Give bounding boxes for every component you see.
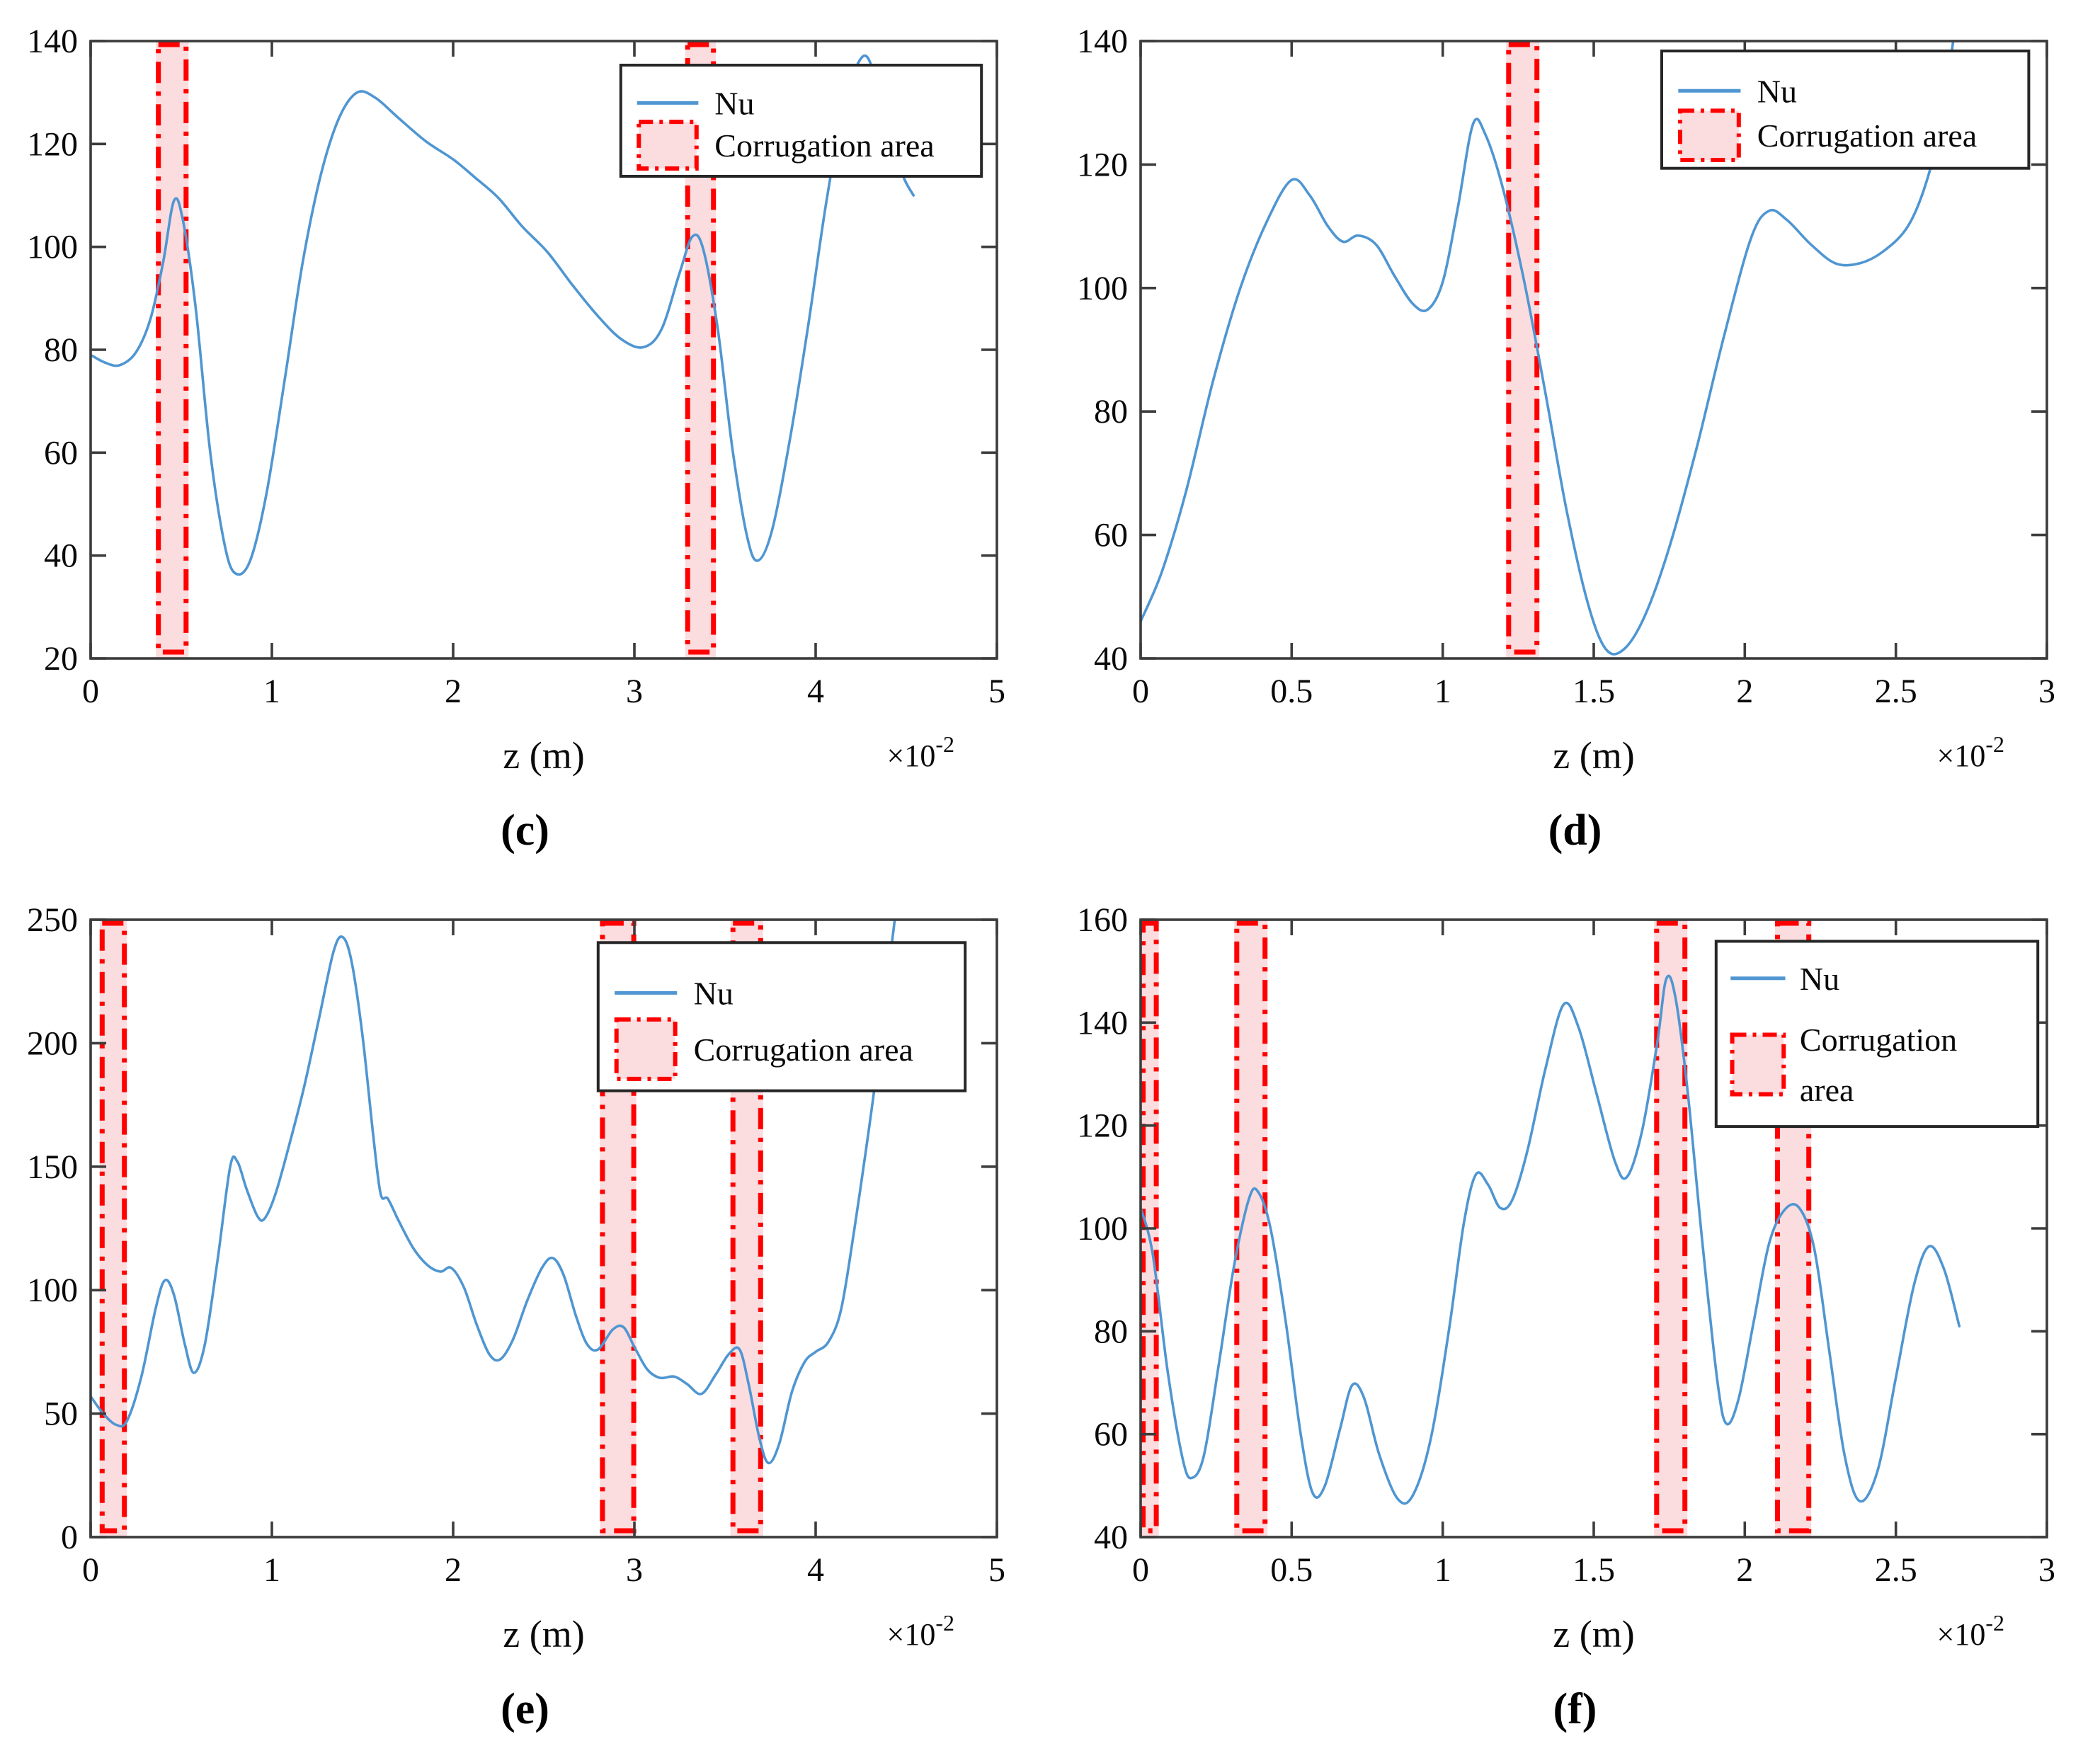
chart-d: 0 0.5 1 1.5 2 2.5 3 40 60 80 100 120 140 z (m) ×10-2 Nu… <box>1077 23 2055 777</box>
svg-text:40: 40 <box>1094 640 1128 678</box>
svg-text:Nu: Nu <box>694 975 734 1011</box>
svg-text:z (m): z (m) <box>503 1613 584 1655</box>
svg-text:z (m): z (m) <box>1553 734 1634 777</box>
svg-text:z (m): z (m) <box>503 734 584 777</box>
svg-text:100: 100 <box>1077 270 1128 307</box>
caption-f: (f) <box>1553 1685 1597 1733</box>
svg-text:1: 1 <box>263 673 280 710</box>
svg-text:Corrugation area: Corrugation area <box>1757 118 1977 154</box>
svg-text:140: 140 <box>1077 1004 1128 1041</box>
svg-text:4: 4 <box>807 1551 824 1589</box>
svg-text:50: 50 <box>44 1395 78 1433</box>
svg-text:Nu: Nu <box>1800 961 1839 997</box>
panel-f: 0 0.5 1 1.5 2 2.5 3 40 60 80 100 120 140 160 z (m) ×10-… <box>1050 879 2100 1758</box>
svg-text:2: 2 <box>445 1551 462 1589</box>
svg-text:area: area <box>1800 1072 1854 1108</box>
svg-text:0: 0 <box>1132 1551 1149 1589</box>
svg-text:150: 150 <box>27 1148 78 1186</box>
svg-text:1.5: 1.5 <box>1573 673 1615 710</box>
panel-c: 0 1 2 3 4 5 20 40 60 80 100 120 140 z (m) ×10-2 Nu Corru… <box>0 0 1050 879</box>
svg-text:Corrugation: Corrugation <box>1800 1022 1957 1058</box>
caption-c: (c) <box>501 806 549 855</box>
svg-text:100: 100 <box>27 1272 78 1309</box>
svg-text:2: 2 <box>445 673 462 710</box>
svg-text:80: 80 <box>1094 393 1128 430</box>
svg-text:0: 0 <box>82 1551 99 1589</box>
svg-text:1: 1 <box>263 1551 280 1589</box>
svg-text:×10-2: ×10-2 <box>887 1610 954 1652</box>
svg-text:3: 3 <box>626 673 643 710</box>
svg-text:3: 3 <box>2038 673 2055 710</box>
svg-text:1.5: 1.5 <box>1573 1551 1615 1589</box>
svg-text:60: 60 <box>1094 1416 1128 1454</box>
svg-text:Corrugation area: Corrugation area <box>714 127 934 164</box>
panel-d: 0 0.5 1 1.5 2 2.5 3 40 60 80 100 120 140 z (m) ×10-2 Nu… <box>1050 0 2100 879</box>
svg-text:1: 1 <box>1434 673 1451 710</box>
svg-text:40: 40 <box>44 537 78 575</box>
svg-text:Corrugation area: Corrugation area <box>694 1032 913 1068</box>
caption-e: (e) <box>501 1685 549 1733</box>
svg-text:4: 4 <box>807 673 824 710</box>
svg-text:0.5: 0.5 <box>1270 1551 1313 1589</box>
svg-text:5: 5 <box>988 1551 1005 1589</box>
svg-text:120: 120 <box>27 125 78 163</box>
panel-e: 0 1 2 3 4 5 0 50 100 150 200 250 z (m) ×10-2 Nu Corruga… <box>0 879 1050 1758</box>
svg-text:140: 140 <box>27 23 78 60</box>
svg-text:×10-2: ×10-2 <box>1937 1610 2004 1652</box>
svg-text:80: 80 <box>1094 1313 1128 1350</box>
svg-text:60: 60 <box>1094 517 1128 554</box>
svg-text:140: 140 <box>1077 23 1128 60</box>
svg-text:2.5: 2.5 <box>1875 1551 1917 1589</box>
chart-c: 0 1 2 3 4 5 20 40 60 80 100 120 140 z (m) ×10-2 Nu Corru… <box>27 23 1005 777</box>
svg-text:100: 100 <box>27 229 78 266</box>
svg-text:0: 0 <box>61 1519 78 1556</box>
svg-text:2: 2 <box>1736 1551 1753 1589</box>
svg-text:Nu: Nu <box>714 85 754 121</box>
svg-text:3: 3 <box>626 1551 643 1589</box>
svg-text:250: 250 <box>27 901 78 939</box>
chart-f: 0 0.5 1 1.5 2 2.5 3 40 60 80 100 120 140 160 z (m) ×10-… <box>1077 901 2055 1655</box>
svg-text:z (m): z (m) <box>1553 1613 1634 1655</box>
svg-text:×10-2: ×10-2 <box>1937 731 2004 773</box>
svg-text:1: 1 <box>1434 1551 1451 1589</box>
svg-text:0: 0 <box>82 673 99 710</box>
svg-text:120: 120 <box>1077 146 1128 183</box>
svg-text:×10-2: ×10-2 <box>887 731 954 773</box>
svg-text:200: 200 <box>27 1024 78 1062</box>
svg-text:60: 60 <box>44 434 78 472</box>
svg-text:100: 100 <box>1077 1210 1128 1248</box>
svg-text:0.5: 0.5 <box>1270 673 1313 710</box>
caption-d: (d) <box>1548 806 1602 855</box>
svg-text:20: 20 <box>44 640 78 678</box>
svg-text:3: 3 <box>2038 1551 2055 1589</box>
svg-text:2: 2 <box>1736 673 1753 710</box>
svg-text:0: 0 <box>1132 673 1149 710</box>
svg-text:120: 120 <box>1077 1107 1128 1145</box>
svg-text:2.5: 2.5 <box>1875 673 1917 710</box>
svg-text:5: 5 <box>988 673 1005 710</box>
svg-text:80: 80 <box>44 331 78 369</box>
svg-text:40: 40 <box>1094 1519 1128 1556</box>
svg-text:Nu: Nu <box>1757 73 1797 109</box>
svg-text:160: 160 <box>1077 901 1128 939</box>
